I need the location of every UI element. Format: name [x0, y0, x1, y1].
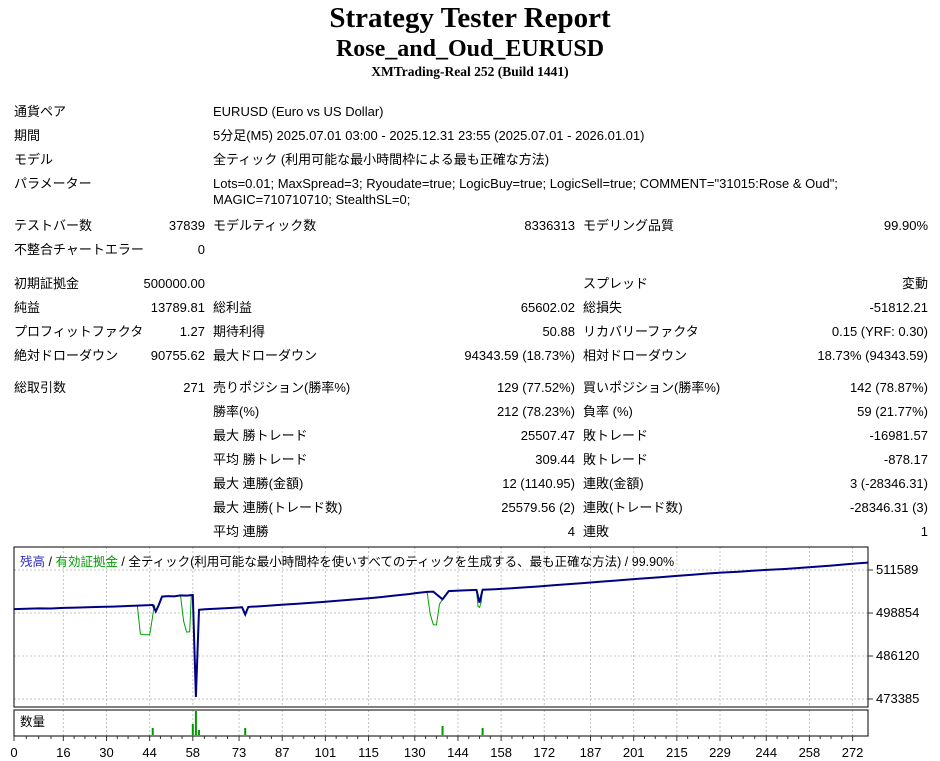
stats-row-largest-trade: 最大 勝トレード 25507.47 敗トレード -16981.57: [213, 428, 928, 443]
x-tick-label: 272: [841, 745, 864, 760]
x-tick-label: 158: [490, 745, 512, 760]
report-title: Strategy Tester Report: [329, 2, 611, 34]
stats-row-win-rate: 勝率(%) 212 (78.23%) 負率 (%) 59 (21.77%): [213, 404, 928, 419]
x-tick-label: 16: [56, 745, 71, 760]
legend-model-text: 全ティック(利用可能な最小時間枠を使いすべてのティックを生成する、最も正確な方法…: [128, 555, 622, 569]
legend-separator: /: [45, 555, 56, 569]
x-tick-label: 30: [99, 745, 114, 760]
legend-quality: 99.90%: [631, 555, 675, 569]
stats-row-profit-factor: プロフィットファクタ 1.27 期待利得 50.88 リカバリーファクタ 0.15 (…: [14, 324, 928, 339]
info-label: パラメーター: [14, 176, 92, 191]
y-tick-label: 498854: [876, 605, 920, 620]
info-value: EURUSD (Euro vs US Dollar): [213, 104, 384, 119]
legend-separator: /: [621, 555, 632, 569]
info-value: 全ティック (利用可能な最小時間枠による最も正確な方法): [213, 152, 550, 167]
y-tick-label: 486120: [876, 648, 920, 663]
stats-row-bars: テストバー数 37839 モデルティック数 8336313 モデリング品質 99.90…: [14, 218, 928, 233]
info-table: 通貨ペア EURUSD (Euro vs US Dollar) 期間 5分足(M…: [0, 104, 940, 208]
y-tick-label: 511589: [876, 562, 919, 577]
chart-legend: 残高 / 有効証拠金 / 全ティック(利用可能な最小時間枠を使いすべてのティック…: [20, 551, 674, 570]
info-label: モデル: [14, 152, 54, 167]
x-tick-label: 58: [185, 745, 201, 760]
ea-name: Rose_and_Oud_EURUSD: [335, 36, 605, 62]
stats-row-drawdown: 絶対ドローダウン 90755.62 最大ドローダウン 94343.59 (18.73…: [14, 348, 928, 363]
x-tick-label: 201: [622, 745, 645, 760]
x-tick-label: 130: [403, 745, 426, 760]
x-tick-label: 87: [274, 745, 290, 760]
stats-row-avg-consecutive: 平均 連勝 4 連敗 1: [213, 524, 928, 539]
info-label: 通貨ペア: [14, 104, 67, 119]
balance-equity-chart: 残高 / 有効証拠金 / 全ティック(利用可能な最小時間枠を使いすべてのティック…: [0, 543, 940, 761]
x-tick-label: 115: [358, 745, 379, 760]
legend-balance-label: 残高: [20, 555, 46, 569]
x-tick-label: 0: [10, 745, 18, 760]
volume-bars: [151, 711, 484, 735]
info-row-symbol: 通貨ペア EURUSD (Euro vs US Dollar): [0, 104, 940, 128]
stats-row-total-trades: 総取引数 271 売りポジション(勝率%) 129 (77.52%) 買いポジション…: [14, 380, 928, 395]
x-tick-label: 244: [755, 745, 778, 760]
stats-row-average-trade: 平均 勝トレード 309.44 敗トレード -878.17: [213, 452, 928, 467]
axis-ticks: [13, 569, 873, 741]
y-tick-label: 473385: [876, 691, 920, 706]
legend-equity-label: 有効証拠金: [55, 555, 118, 569]
info-label: 期間: [14, 128, 41, 143]
info-value: 5分足(M5) 2025.07.01 03:00 - 2025.12.31 23…: [213, 128, 645, 143]
stats-row-mismatch-errors: 不整合チャートエラー 0: [14, 242, 205, 257]
chart-canvas: [13, 546, 873, 741]
info-row-period: 期間 5分足(M5) 2025.07.01 03:00 - 2025.12.31…: [0, 128, 940, 152]
stats-row-max-consecutive-amount: 最大 連勝(金額) 12 (1140.95) 連敗(金額) 3 (-28346.31…: [213, 476, 928, 491]
legend-separator: /: [117, 555, 129, 569]
x-tick-label: 229: [709, 745, 731, 760]
x-tick-label: 187: [579, 745, 602, 760]
x-tick-label: 44: [142, 745, 157, 760]
stats-table: テストバー数 37839 モデルティック数 8336313 モデリング品質 99.90…: [0, 218, 940, 548]
x-tick-label: 101: [314, 745, 337, 760]
volume-pane-label: 数量: [20, 715, 46, 729]
chart-frame: [13, 546, 869, 737]
x-tick-label: 172: [533, 745, 556, 760]
info-row-parameters: パラメーター Lots=0.01; MaxSpread=3; Ryoudate=…: [0, 176, 940, 208]
stats-row-net-profit: 純益 13789.81 総利益 65602.02 総損失 -51812.21: [14, 300, 928, 315]
stats-row-max-consecutive-count: 最大 連勝(トレード数) 25579.56 (2) 連敗(トレード数) -28346…: [213, 500, 928, 515]
chart-grid: [14, 547, 868, 736]
info-row-model: モデル 全ティック (利用可能な最小時間枠による最も正確な方法): [0, 152, 940, 176]
x-tick-label: 258: [798, 745, 821, 760]
server-build-line: XMTrading-Real 252 (Build 1441): [371, 64, 569, 79]
x-tick-label: 215: [665, 745, 688, 760]
x-tick-label: 144: [447, 745, 469, 760]
x-tick-label: 73: [231, 745, 247, 760]
stats-row-initial-deposit: 初期証拠金 500000.00 スプレッド 変動: [14, 276, 928, 291]
chart-series: [13, 561, 869, 698]
info-value: Lots=0.01; MaxSpread=3; Ryoudate=true; L…: [213, 176, 838, 207]
